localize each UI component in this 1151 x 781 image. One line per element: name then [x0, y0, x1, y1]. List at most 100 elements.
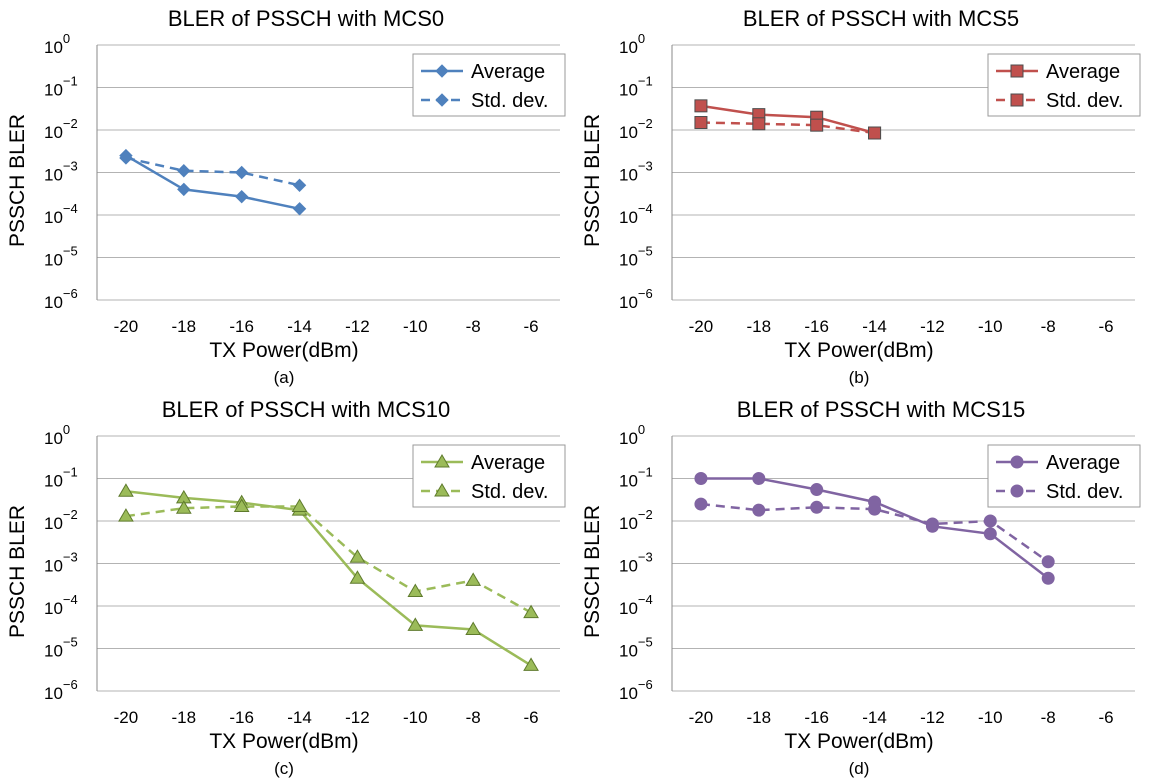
x-tick-label: -6 [524, 317, 539, 336]
x-tick-label: -6 [524, 708, 539, 727]
series-std-dev [694, 116, 882, 140]
series-line [700, 104, 875, 135]
legend: Average Std. dev. [987, 53, 1141, 117]
y-tick-label: 10−6 [619, 677, 653, 703]
x-tick-label: -12 [345, 708, 370, 727]
data-point [1041, 555, 1055, 569]
series-std-dev [118, 498, 539, 619]
series-line [125, 505, 532, 614]
data-point [292, 178, 307, 193]
x-tick-label: -14 [862, 317, 887, 336]
data-point [177, 182, 191, 197]
data-point [1041, 571, 1055, 585]
x-tick-label: -10 [403, 317, 428, 336]
data-point [983, 527, 997, 541]
data-point [349, 570, 366, 584]
data-point [465, 572, 482, 586]
x-tick-label: -20 [114, 708, 139, 727]
subplot-caption: (c) [274, 759, 294, 778]
y-tick-label: 10−4 [44, 592, 78, 618]
y-tick-label: 10−4 [44, 201, 78, 227]
data-point [465, 621, 482, 635]
x-tick-label: -6 [1099, 708, 1114, 727]
x-tick-label: -16 [229, 708, 254, 727]
legend-marker [434, 483, 450, 497]
legend-label: Std. dev. [1046, 481, 1123, 503]
x-axis-label: TX Power(dBm) [784, 730, 933, 753]
y-axis-label: PSSCH BLER [581, 505, 604, 638]
x-tick-label: -18 [747, 317, 772, 336]
chart-title: BLER of PSSCH with MCS10 [162, 397, 451, 422]
legend-label: Average [471, 61, 545, 83]
series-average [119, 148, 307, 216]
data-point [694, 472, 708, 485]
x-tick-label: -20 [114, 317, 139, 336]
x-tick-label: -10 [978, 708, 1003, 727]
data-point [752, 503, 766, 517]
series-std-dev [694, 497, 1055, 569]
legend-marker [1010, 484, 1024, 498]
legend-marker [434, 454, 450, 468]
legend-box [412, 444, 566, 508]
data-point [233, 498, 250, 512]
y-tick-label: 10−5 [619, 244, 653, 270]
x-tick-label: -10 [978, 317, 1003, 336]
y-tick-label: 10−2 [619, 116, 653, 142]
legend-label: Average [471, 452, 545, 474]
chart-title: BLER of PSSCH with MCS15 [737, 397, 1026, 422]
chart-title: BLER of PSSCH with MCS0 [168, 6, 444, 31]
y-tick-label: 10−4 [619, 592, 653, 618]
y-tick-label: 10−4 [619, 201, 653, 227]
x-tick-label: -16 [804, 708, 829, 727]
series-line [125, 490, 532, 667]
legend-marker [1010, 455, 1024, 469]
chart-title: BLER of PSSCH with MCS5 [743, 6, 1019, 31]
data-point [407, 583, 424, 597]
series-line [125, 154, 300, 211]
data-point [175, 500, 192, 514]
chart-panel-a: BLER of PSSCH with MCS0 100 10−1 10−2 10−3 10… [0, 0, 575, 390]
series-average [694, 472, 1055, 585]
data-point [752, 117, 766, 131]
x-tick-label: -12 [345, 317, 370, 336]
x-tick-label: -12 [920, 317, 945, 336]
legend: Average Std. dev. [412, 53, 566, 117]
y-axis-label: PSSCH BLER [6, 114, 29, 247]
y-tick-label: 10−5 [44, 635, 78, 661]
chart-panel-c: BLER of PSSCH with MCS10 100 10−1 10−2 10−3 1… [0, 391, 575, 781]
data-point [810, 483, 824, 497]
data-point [983, 514, 997, 528]
series-std-dev [119, 151, 307, 193]
legend-label: Std. dev. [1046, 90, 1123, 112]
data-point [118, 508, 134, 522]
x-tick-label: -18 [172, 317, 197, 336]
chart-svg: BLER of PSSCH with MCS0 100 10−1 10−2 10−3 10… [6, 6, 566, 387]
chart-panel-d: BLER of PSSCH with MCS15 100 10−1 10−2 10−3 1… [575, 391, 1150, 781]
legend-label: Std. dev. [471, 90, 548, 112]
x-tick-label: -16 [229, 317, 254, 336]
legend-marker [435, 93, 449, 107]
y-tick-label: 10−3 [44, 159, 78, 185]
data-point [292, 202, 307, 216]
data-point [694, 497, 708, 511]
x-tick-label: -20 [689, 317, 714, 336]
y-tick-label: 10−6 [44, 286, 78, 312]
data-point [119, 151, 133, 165]
data-point [752, 472, 766, 485]
data-point [177, 164, 191, 178]
data-point [349, 549, 366, 563]
x-axis-label: TX Power(dBm) [209, 730, 358, 753]
data-point [234, 165, 249, 180]
y-tick-label: 10−3 [44, 550, 78, 576]
chart-svg: BLER of PSSCH with MCS5 100 10−1 10−2 10−3 10… [581, 6, 1141, 387]
y-tick-label: 10−3 [619, 550, 653, 576]
data-point [523, 657, 539, 671]
y-tick-label: 10−1 [44, 465, 78, 491]
x-tick-label: -20 [689, 708, 714, 727]
y-tick-label: 10−1 [44, 74, 78, 100]
y-tick-label: 10−5 [44, 244, 78, 270]
data-point [523, 604, 539, 619]
x-tick-label: -16 [804, 317, 829, 336]
data-point [810, 500, 824, 514]
legend-marker [1010, 93, 1024, 107]
